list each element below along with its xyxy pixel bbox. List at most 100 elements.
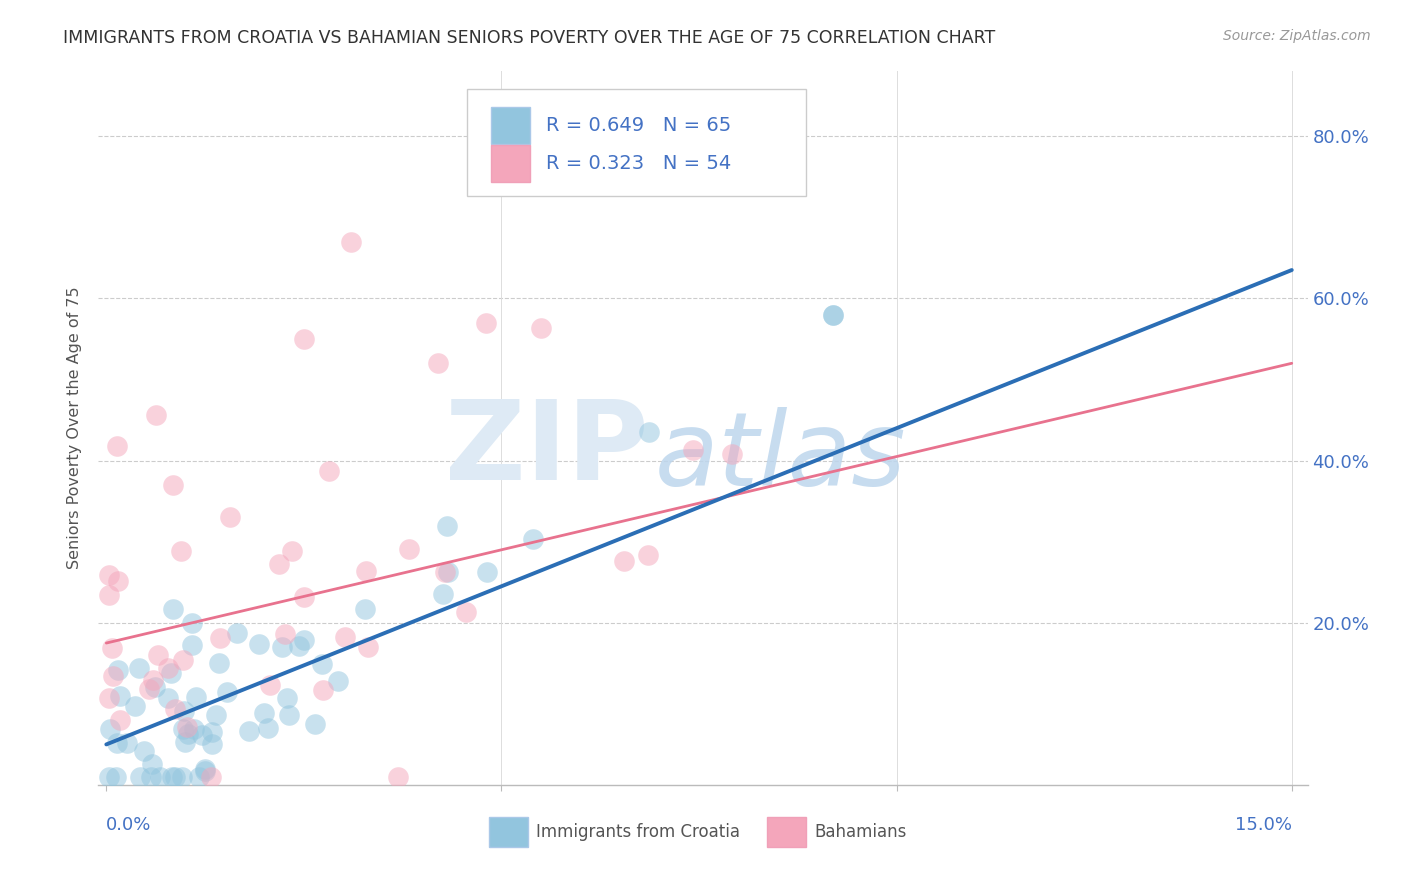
Point: [354, 564, 377, 578]
Point: [101, 640, 124, 655]
Point: [146, 648, 169, 663]
Point: [474, 316, 496, 330]
Point: [138, 681, 160, 696]
Point: [163, 701, 186, 715]
Point: [357, 640, 380, 654]
Point: [823, 308, 845, 322]
Point: [201, 737, 224, 751]
Point: [105, 736, 128, 750]
Point: [174, 735, 197, 749]
Point: [433, 565, 456, 579]
Point: [432, 587, 454, 601]
Point: [139, 770, 162, 784]
Point: [187, 770, 209, 784]
Point: [157, 691, 180, 706]
Point: [200, 725, 222, 739]
Point: [238, 724, 260, 739]
Point: [183, 723, 205, 737]
Point: [107, 663, 129, 677]
Point: [475, 565, 498, 579]
Point: [637, 548, 659, 562]
Point: [194, 762, 217, 776]
FancyBboxPatch shape: [768, 817, 806, 847]
Point: [208, 631, 231, 645]
Text: R = 0.323   N = 54: R = 0.323 N = 54: [546, 154, 731, 173]
Point: [387, 770, 409, 784]
Point: [326, 673, 349, 688]
Point: [176, 720, 198, 734]
Point: [530, 321, 553, 335]
Point: [132, 744, 155, 758]
Point: [274, 627, 297, 641]
Point: [97, 588, 120, 602]
Point: [311, 657, 333, 671]
Point: [97, 568, 120, 582]
Point: [257, 722, 280, 736]
Text: Source: ZipAtlas.com: Source: ZipAtlas.com: [1223, 29, 1371, 43]
Text: atlas: atlas: [655, 407, 905, 507]
Point: [456, 605, 478, 619]
Text: 15.0%: 15.0%: [1234, 815, 1292, 833]
Point: [181, 638, 204, 652]
FancyBboxPatch shape: [492, 107, 530, 145]
Text: IMMIGRANTS FROM CROATIA VS BAHAMIAN SENIORS POVERTY OVER THE AGE OF 75 CORRELATI: IMMIGRANTS FROM CROATIA VS BAHAMIAN SENI…: [63, 29, 995, 46]
Point: [252, 706, 274, 720]
Point: [172, 722, 194, 736]
Point: [354, 601, 377, 615]
Point: [143, 680, 166, 694]
Point: [292, 332, 315, 346]
Point: [145, 408, 167, 422]
Point: [823, 308, 845, 322]
Point: [638, 425, 661, 440]
Point: [160, 770, 183, 784]
Point: [219, 509, 242, 524]
Point: [340, 235, 363, 249]
FancyBboxPatch shape: [492, 145, 530, 182]
Point: [108, 689, 131, 703]
Point: [205, 707, 228, 722]
Point: [142, 673, 165, 687]
Point: [163, 770, 186, 784]
Point: [427, 356, 450, 370]
Point: [162, 602, 184, 616]
Point: [217, 685, 239, 699]
Point: [129, 770, 152, 784]
Point: [278, 707, 301, 722]
Point: [107, 574, 129, 588]
Point: [287, 639, 309, 653]
Point: [682, 443, 704, 458]
Point: [191, 728, 214, 742]
Point: [194, 764, 217, 778]
Point: [97, 690, 120, 705]
Text: ZIP: ZIP: [446, 396, 648, 503]
Point: [101, 668, 124, 682]
Point: [437, 565, 460, 579]
Text: Bahamians: Bahamians: [814, 823, 907, 841]
Point: [225, 626, 247, 640]
Point: [292, 632, 315, 647]
Point: [173, 704, 195, 718]
Point: [184, 690, 207, 704]
Point: [522, 533, 544, 547]
Y-axis label: Seniors Poverty Over the Age of 75: Seniors Poverty Over the Age of 75: [67, 287, 83, 569]
Point: [160, 666, 183, 681]
Point: [333, 631, 356, 645]
Point: [141, 757, 163, 772]
FancyBboxPatch shape: [467, 89, 806, 196]
Point: [281, 544, 304, 558]
Point: [169, 543, 191, 558]
Point: [200, 770, 222, 784]
Text: Immigrants from Croatia: Immigrants from Croatia: [536, 823, 740, 841]
Point: [208, 657, 231, 671]
Point: [128, 661, 150, 675]
Point: [613, 554, 636, 568]
Point: [124, 698, 146, 713]
Point: [177, 727, 200, 741]
Point: [156, 660, 179, 674]
Point: [271, 640, 294, 654]
FancyBboxPatch shape: [489, 817, 527, 847]
Point: [149, 770, 172, 784]
Text: 0.0%: 0.0%: [107, 815, 152, 833]
Point: [108, 713, 131, 727]
Point: [98, 722, 121, 736]
